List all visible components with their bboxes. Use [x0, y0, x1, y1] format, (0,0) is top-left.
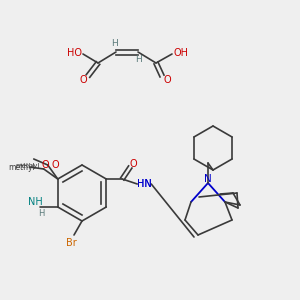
Text: H: H [112, 40, 118, 49]
Text: H: H [136, 56, 142, 64]
Text: methyl: methyl [16, 163, 40, 169]
Text: H: H [39, 208, 45, 217]
Text: O: O [79, 75, 87, 85]
Text: HN: HN [137, 179, 152, 189]
Text: O: O [163, 75, 171, 85]
Text: N: N [204, 174, 212, 184]
Text: Br: Br [66, 238, 76, 248]
Text: NH: NH [28, 197, 43, 207]
Text: O: O [129, 159, 137, 169]
Text: HN: HN [137, 179, 152, 189]
Text: methyl: methyl [8, 163, 35, 172]
Text: O: O [52, 160, 59, 170]
Text: O: O [42, 160, 50, 170]
Text: OH: OH [173, 48, 188, 58]
Text: HO: HO [67, 48, 82, 58]
